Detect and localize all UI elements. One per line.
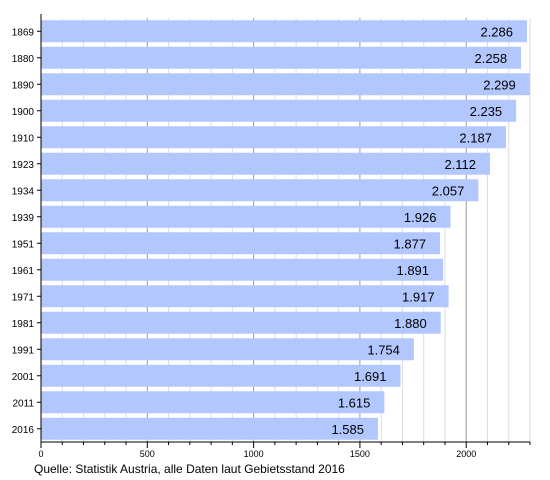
bar xyxy=(41,179,479,202)
category-label: 2001 xyxy=(12,372,35,383)
x-tick-label: 1000 xyxy=(244,449,264,459)
bar xyxy=(41,391,385,414)
bar xyxy=(41,205,451,228)
category-label: 1890 xyxy=(12,80,35,91)
category-label: 1971 xyxy=(12,292,35,303)
category-label: 2011 xyxy=(12,398,34,409)
category-label: 1981 xyxy=(12,319,35,330)
value-label: 2.258 xyxy=(475,51,508,66)
bar xyxy=(41,73,530,96)
value-label: 2.286 xyxy=(480,24,513,39)
value-label: 2.235 xyxy=(470,104,503,119)
bar xyxy=(41,126,506,149)
value-label: 1.615 xyxy=(338,395,371,410)
category-label: 2016 xyxy=(12,425,35,436)
category-label: 1900 xyxy=(12,107,35,118)
bar xyxy=(41,46,522,69)
value-label: 2.299 xyxy=(483,77,516,92)
bar xyxy=(41,338,414,361)
category-label: 1939 xyxy=(12,213,35,224)
value-label: 1.585 xyxy=(331,422,364,437)
bar xyxy=(41,232,441,255)
bar xyxy=(41,20,528,43)
x-tick-label: 2000 xyxy=(456,449,476,459)
labels: 2.286 1869 2.258 1880 2.299 1890 2.235 1900 2.18… xyxy=(12,24,516,459)
x-tick-label: 0 xyxy=(38,449,43,459)
bar xyxy=(41,285,449,308)
category-label: 1880 xyxy=(12,54,35,65)
category-label: 1869 xyxy=(12,27,35,38)
source-note: Quelle: Statistik Austria, alle Daten la… xyxy=(34,462,345,476)
value-label: 2.057 xyxy=(432,183,465,198)
value-label: 1.754 xyxy=(367,342,400,357)
category-label: 1991 xyxy=(12,345,35,356)
value-label: 1.877 xyxy=(394,236,427,251)
x-tick-label: 500 xyxy=(140,449,155,459)
value-label: 1.926 xyxy=(404,210,437,225)
bars xyxy=(41,20,530,440)
category-label: 1934 xyxy=(12,186,35,197)
value-label: 1.917 xyxy=(402,289,435,304)
category-label: 1961 xyxy=(12,266,35,277)
x-tick-label: 1500 xyxy=(350,449,370,459)
bar xyxy=(41,311,441,334)
value-label: 1.880 xyxy=(394,316,427,331)
bar xyxy=(41,417,378,440)
bar xyxy=(41,99,517,122)
value-label: 1.891 xyxy=(396,263,429,278)
category-label: 1910 xyxy=(12,133,35,144)
axes xyxy=(37,14,531,448)
value-label: 1.691 xyxy=(354,369,387,384)
value-label: 2.187 xyxy=(459,130,492,145)
value-label: 2.112 xyxy=(444,157,476,172)
category-label: 1951 xyxy=(12,239,35,250)
bar xyxy=(41,152,491,175)
category-label: 1923 xyxy=(12,160,35,171)
bar xyxy=(41,364,401,387)
bar xyxy=(41,258,444,281)
